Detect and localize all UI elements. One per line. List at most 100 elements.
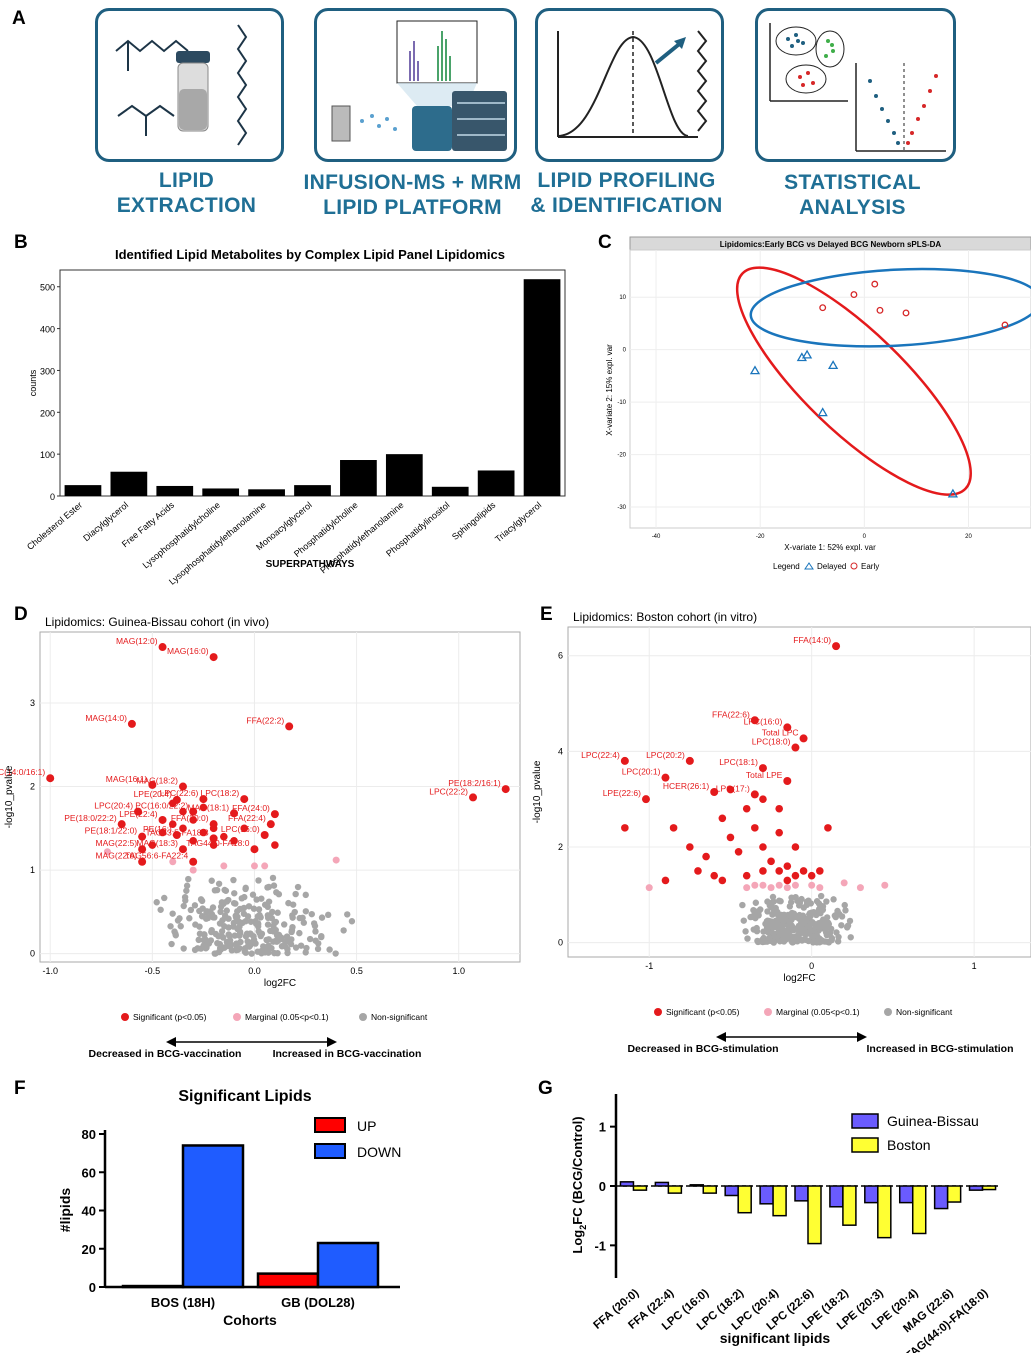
x-tick-label: BOS (18H) [151, 1295, 215, 1310]
data-point [947, 488, 959, 498]
nonsignificant-point [830, 896, 837, 903]
legend-title: Legend [773, 562, 800, 571]
nonsignificant-point [230, 919, 238, 927]
significant-point [775, 804, 783, 813]
point-label: PE(18:0/22:2) [64, 813, 117, 823]
x-tick-label: 20 [965, 534, 972, 540]
data-point [801, 349, 813, 359]
nonsignificant-point [271, 949, 278, 957]
chart-title: Significant Lipids [178, 1088, 311, 1105]
point-label: FFA(14:0) [793, 635, 831, 645]
panel-label-d: D [14, 604, 28, 625]
bar [807, 1185, 822, 1245]
significant-point [189, 857, 198, 866]
x-tick-label: Triacylglycerol [493, 500, 543, 544]
bar [248, 489, 285, 496]
significant-lipids-bar-chart: Significant Lipids 0 20 40 60 80 BOS (18H) GB (… [57, 1088, 401, 1328]
bar [523, 279, 561, 496]
significant-point [199, 803, 208, 812]
nonsignificant-point [200, 931, 208, 938]
nonsignificant-point [231, 890, 238, 897]
nonsignificant-point [230, 876, 237, 884]
significant-point [661, 773, 670, 782]
nonsignificant-point [312, 937, 319, 944]
point-label: LPC(17:) [716, 783, 750, 793]
bar [110, 471, 148, 496]
x-tick-label: 1.0 [452, 966, 465, 976]
nonsignificant-point [817, 892, 825, 900]
point-label: MAG(16:0) [167, 646, 209, 656]
statistical-analysis-illustration [755, 8, 956, 162]
point-label: LPC(20:2) [646, 750, 685, 760]
significant-point [148, 780, 157, 789]
y-tick-label: 10 [619, 295, 626, 301]
legend-label: Significant (p<0.05) [666, 1007, 740, 1017]
significant-point [759, 867, 767, 875]
point-label: TAG56:6-FA22:4 [125, 851, 188, 861]
point-label: FFA(20:0) [171, 813, 209, 823]
nonsignificant-point [314, 945, 322, 953]
nonsignificant-point [255, 906, 263, 913]
nonsignificant-point [291, 908, 298, 916]
nonsignificant-point [759, 936, 766, 943]
significant-point [621, 824, 629, 832]
nonsignificant-point [816, 925, 823, 932]
y-tick-label: 20 [82, 1242, 96, 1257]
arrow-left-head [716, 1032, 726, 1042]
nonsignificant-point [288, 936, 295, 943]
legend-marker-early [850, 562, 858, 570]
nonsignificant-point [793, 926, 800, 933]
significant-point [285, 722, 294, 731]
nonsignificant-point [265, 898, 273, 905]
nonsignificant-point [220, 934, 227, 941]
nonsignificant-point [274, 931, 282, 938]
y-axis-label: X-variate 2: 15% expl. var [605, 344, 614, 436]
nonsignificant-point [236, 932, 243, 939]
bar [946, 1185, 962, 1203]
bar [64, 485, 102, 496]
nonsignificant-point [270, 938, 277, 945]
nonsignificant-point [813, 932, 821, 940]
nonsignificant-point [292, 890, 299, 898]
step1-title: LIPID EXTRACTION [75, 168, 298, 218]
data-point [871, 280, 879, 288]
significant-point [178, 845, 187, 854]
point-label: LPC(22:6) [160, 788, 199, 798]
nonsignificant-point [300, 919, 308, 926]
significant-point [189, 807, 198, 816]
significant-point [199, 795, 208, 804]
point-label: LPC(20:4) [94, 801, 133, 811]
nonsignificant-point [838, 913, 846, 920]
panel-label-g: G [538, 1078, 553, 1099]
point-label: MAG(16:1) [106, 774, 148, 784]
legend-label: Early [861, 562, 879, 571]
significant-point [791, 871, 800, 880]
nonsignificant-point [310, 920, 318, 927]
nonsignificant-point [258, 895, 265, 902]
significant-point [138, 845, 147, 854]
significant-point [775, 867, 783, 875]
nonsignificant-point [800, 917, 808, 924]
y-tick-label: 200 [40, 408, 55, 418]
legend-swatch [314, 1143, 346, 1159]
y-tick-label: 6 [558, 651, 563, 661]
nonsignificant-point [250, 905, 258, 912]
significant-point [189, 816, 197, 824]
significant-point [799, 867, 808, 875]
y-tick-label: -30 [617, 505, 626, 511]
point-label: LPC(22:4) [581, 750, 620, 760]
y-axis-label: #lipids [57, 1188, 73, 1233]
significant-point [158, 815, 167, 824]
significant-point [469, 793, 478, 802]
nonsignificant-point [833, 929, 840, 936]
significant-point [718, 814, 727, 823]
nonsignificant-point [810, 908, 817, 916]
marginal-point [767, 884, 775, 892]
nonsignificant-point [185, 875, 192, 883]
bar [689, 1184, 705, 1187]
y-tick-label: -10 [617, 400, 626, 406]
nonsignificant-point [744, 935, 751, 942]
nonsignificant-point [780, 917, 787, 924]
nonsignificant-point [254, 948, 261, 955]
nonsignificant-point [312, 928, 319, 935]
